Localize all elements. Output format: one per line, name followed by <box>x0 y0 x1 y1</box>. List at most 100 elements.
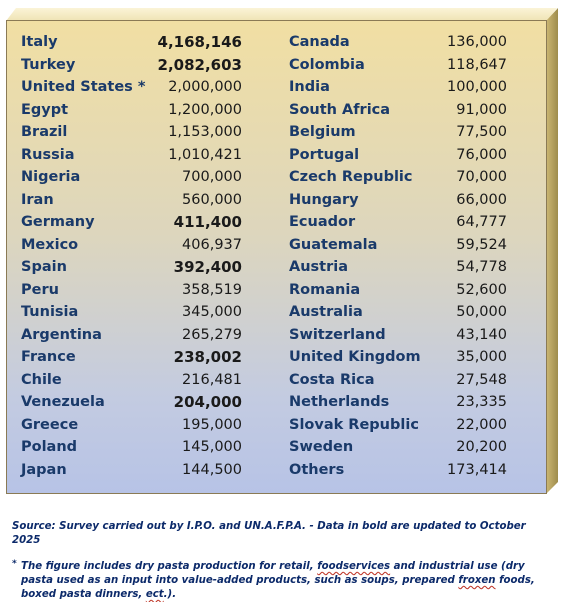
production-value: 70,000 <box>456 169 507 186</box>
country-name: South Africa <box>289 101 391 118</box>
country-name: Canada <box>289 34 350 51</box>
table-row: Portugal 76,000 <box>289 144 507 167</box>
country-name: France <box>21 349 76 366</box>
production-value: 64,777 <box>456 214 507 231</box>
table-row: Chile 216,481 <box>21 369 242 392</box>
country-name: Japan <box>21 461 67 478</box>
table-row: Nigeria 700,000 <box>21 166 242 189</box>
table-row: France 238,002 <box>21 346 242 369</box>
production-value: 43,140 <box>456 326 507 343</box>
country-name: Austria <box>289 259 349 276</box>
production-value: 1,200,000 <box>168 101 242 118</box>
production-value: 77,500 <box>456 124 507 141</box>
left-column: Italy 4,168,146 Turkey 2,082,603 United Stat… <box>21 31 242 481</box>
table-row: Hungary 66,000 <box>289 189 507 212</box>
production-value: 204,000 <box>173 393 242 412</box>
country-name: Venezuela <box>21 394 105 411</box>
table-row: Peru 358,519 <box>21 279 242 302</box>
country-name: Spain <box>21 259 67 276</box>
production-value: 136,000 <box>447 34 507 51</box>
country-name: Italy <box>21 34 58 51</box>
country-name: Iran <box>21 191 54 208</box>
panel-side-bevel <box>546 8 558 494</box>
country-name: Belgium <box>289 124 356 141</box>
table-row: Colombia 118,647 <box>289 54 507 77</box>
production-value: 560,000 <box>182 191 242 208</box>
table-row: Russia 1,010,421 <box>21 144 242 167</box>
table-row: United States * 2,000,000 <box>21 76 242 99</box>
production-value: 20,200 <box>456 439 507 456</box>
country-name: Czech Republic <box>289 169 413 186</box>
production-value: 22,000 <box>456 416 507 433</box>
table-row: Egypt 1,200,000 <box>21 99 242 122</box>
country-name: Slovak Republic <box>289 416 419 433</box>
country-name: Chile <box>21 371 62 388</box>
table-row: Poland 145,000 <box>21 436 242 459</box>
table-row: Switzerland 43,140 <box>289 324 507 347</box>
table-row: Japan 144,500 <box>21 459 242 482</box>
table-row: India 100,000 <box>289 76 507 99</box>
production-value: 145,000 <box>182 439 242 456</box>
footnote-text-7: .). <box>163 589 177 600</box>
table-row: Sweden 20,200 <box>289 436 507 459</box>
table-row: South Africa 91,000 <box>289 99 507 122</box>
table-row: Spain 392,400 <box>21 256 242 279</box>
country-name: Costa Rica <box>289 371 375 388</box>
table-row: Czech Republic 70,000 <box>289 166 507 189</box>
table-row: Slovak Republic 22,000 <box>289 414 507 437</box>
production-value: 50,000 <box>456 304 507 321</box>
table-row: Netherlands 23,335 <box>289 391 507 414</box>
production-value: 54,778 <box>456 259 507 276</box>
country-name: Australia <box>289 304 363 321</box>
country-name: Greece <box>21 416 79 433</box>
table-row: Canada 136,000 <box>289 31 507 54</box>
production-value: 27,548 <box>456 371 507 388</box>
panel-top-bevel <box>6 8 557 21</box>
production-value: 345,000 <box>182 304 242 321</box>
table-row: Guatemala 59,524 <box>289 234 507 257</box>
production-value: 59,524 <box>456 236 507 253</box>
table-row: Others 173,414 <box>289 459 507 482</box>
country-name: Brazil <box>21 124 68 141</box>
country-name: Egypt <box>21 101 69 118</box>
production-value: 100,000 <box>447 79 507 96</box>
country-name: Argentina <box>21 326 102 343</box>
production-value: 66,000 <box>456 191 507 208</box>
table-row: Brazil 1,153,000 <box>21 121 242 144</box>
production-value: 2,082,603 <box>157 55 242 74</box>
table-row: United Kingdom 35,000 <box>289 346 507 369</box>
production-table-panel <box>6 20 547 494</box>
footnote-text-4: froxen <box>458 575 496 586</box>
production-value: 35,000 <box>456 349 507 366</box>
table-row: Germany 411,400 <box>21 211 242 234</box>
production-value: 265,279 <box>182 326 242 343</box>
table-row: Tunisia 345,000 <box>21 301 242 324</box>
country-name: Others <box>289 461 345 478</box>
country-name: Russia <box>21 146 75 163</box>
country-name: India <box>289 79 330 96</box>
country-name: United Kingdom <box>289 349 421 366</box>
production-value: 1,010,421 <box>168 146 242 163</box>
footnote-text-3: and industrial use (dry pasta used as an… <box>21 561 525 586</box>
footnote-marker: * <box>12 559 17 569</box>
table-row: Greece 195,000 <box>21 414 242 437</box>
country-name: Hungary <box>289 191 359 208</box>
production-value: 52,600 <box>456 281 507 298</box>
country-name: Poland <box>21 439 78 456</box>
production-value: 358,519 <box>182 281 242 298</box>
production-value: 76,000 <box>456 146 507 163</box>
country-name: Tunisia <box>21 304 79 321</box>
production-value: 411,400 <box>173 213 242 232</box>
table-row: Austria 54,778 <box>289 256 507 279</box>
country-name: Guatemala <box>289 236 378 253</box>
production-value: 118,647 <box>447 56 507 73</box>
production-value: 91,000 <box>456 101 507 118</box>
table-row: Iran 560,000 <box>21 189 242 212</box>
production-value: 173,414 <box>447 461 507 478</box>
table-row: Mexico 406,937 <box>21 234 242 257</box>
country-name: Romania <box>289 281 361 298</box>
production-value: 216,481 <box>182 371 242 388</box>
country-name: Switzerland <box>289 326 386 343</box>
source-note: Source: Survey carried out by I.P.O. and… <box>12 521 526 546</box>
country-name: Colombia <box>289 56 365 73</box>
